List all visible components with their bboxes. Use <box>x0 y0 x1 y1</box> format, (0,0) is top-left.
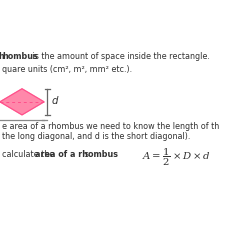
Text: e area of a rhombus we need to know the length of th: e area of a rhombus we need to know the … <box>2 122 219 131</box>
Text: hombus: hombus <box>2 52 38 61</box>
Text: d: d <box>52 96 59 106</box>
Text: calculate the: calculate the <box>2 150 57 159</box>
Polygon shape <box>0 89 44 115</box>
Text: is the amount of space inside the rectangle.: is the amount of space inside the rectan… <box>30 52 210 61</box>
Text: quare units (cm², m², mm² etc.).: quare units (cm², m², mm² etc.). <box>2 65 132 74</box>
Text: area of a rhombus: area of a rhombus <box>35 150 118 159</box>
Text: the long diagonal, and d is the short diagonal).: the long diagonal, and d is the short di… <box>2 132 190 141</box>
Text: a Rhombus: a Rhombus <box>8 17 94 31</box>
Text: h: h <box>0 52 4 61</box>
Text: is:: is: <box>80 150 92 159</box>
Text: $A = \dfrac{1}{2} \times D \times d$: $A = \dfrac{1}{2} \times D \times d$ <box>142 147 211 168</box>
